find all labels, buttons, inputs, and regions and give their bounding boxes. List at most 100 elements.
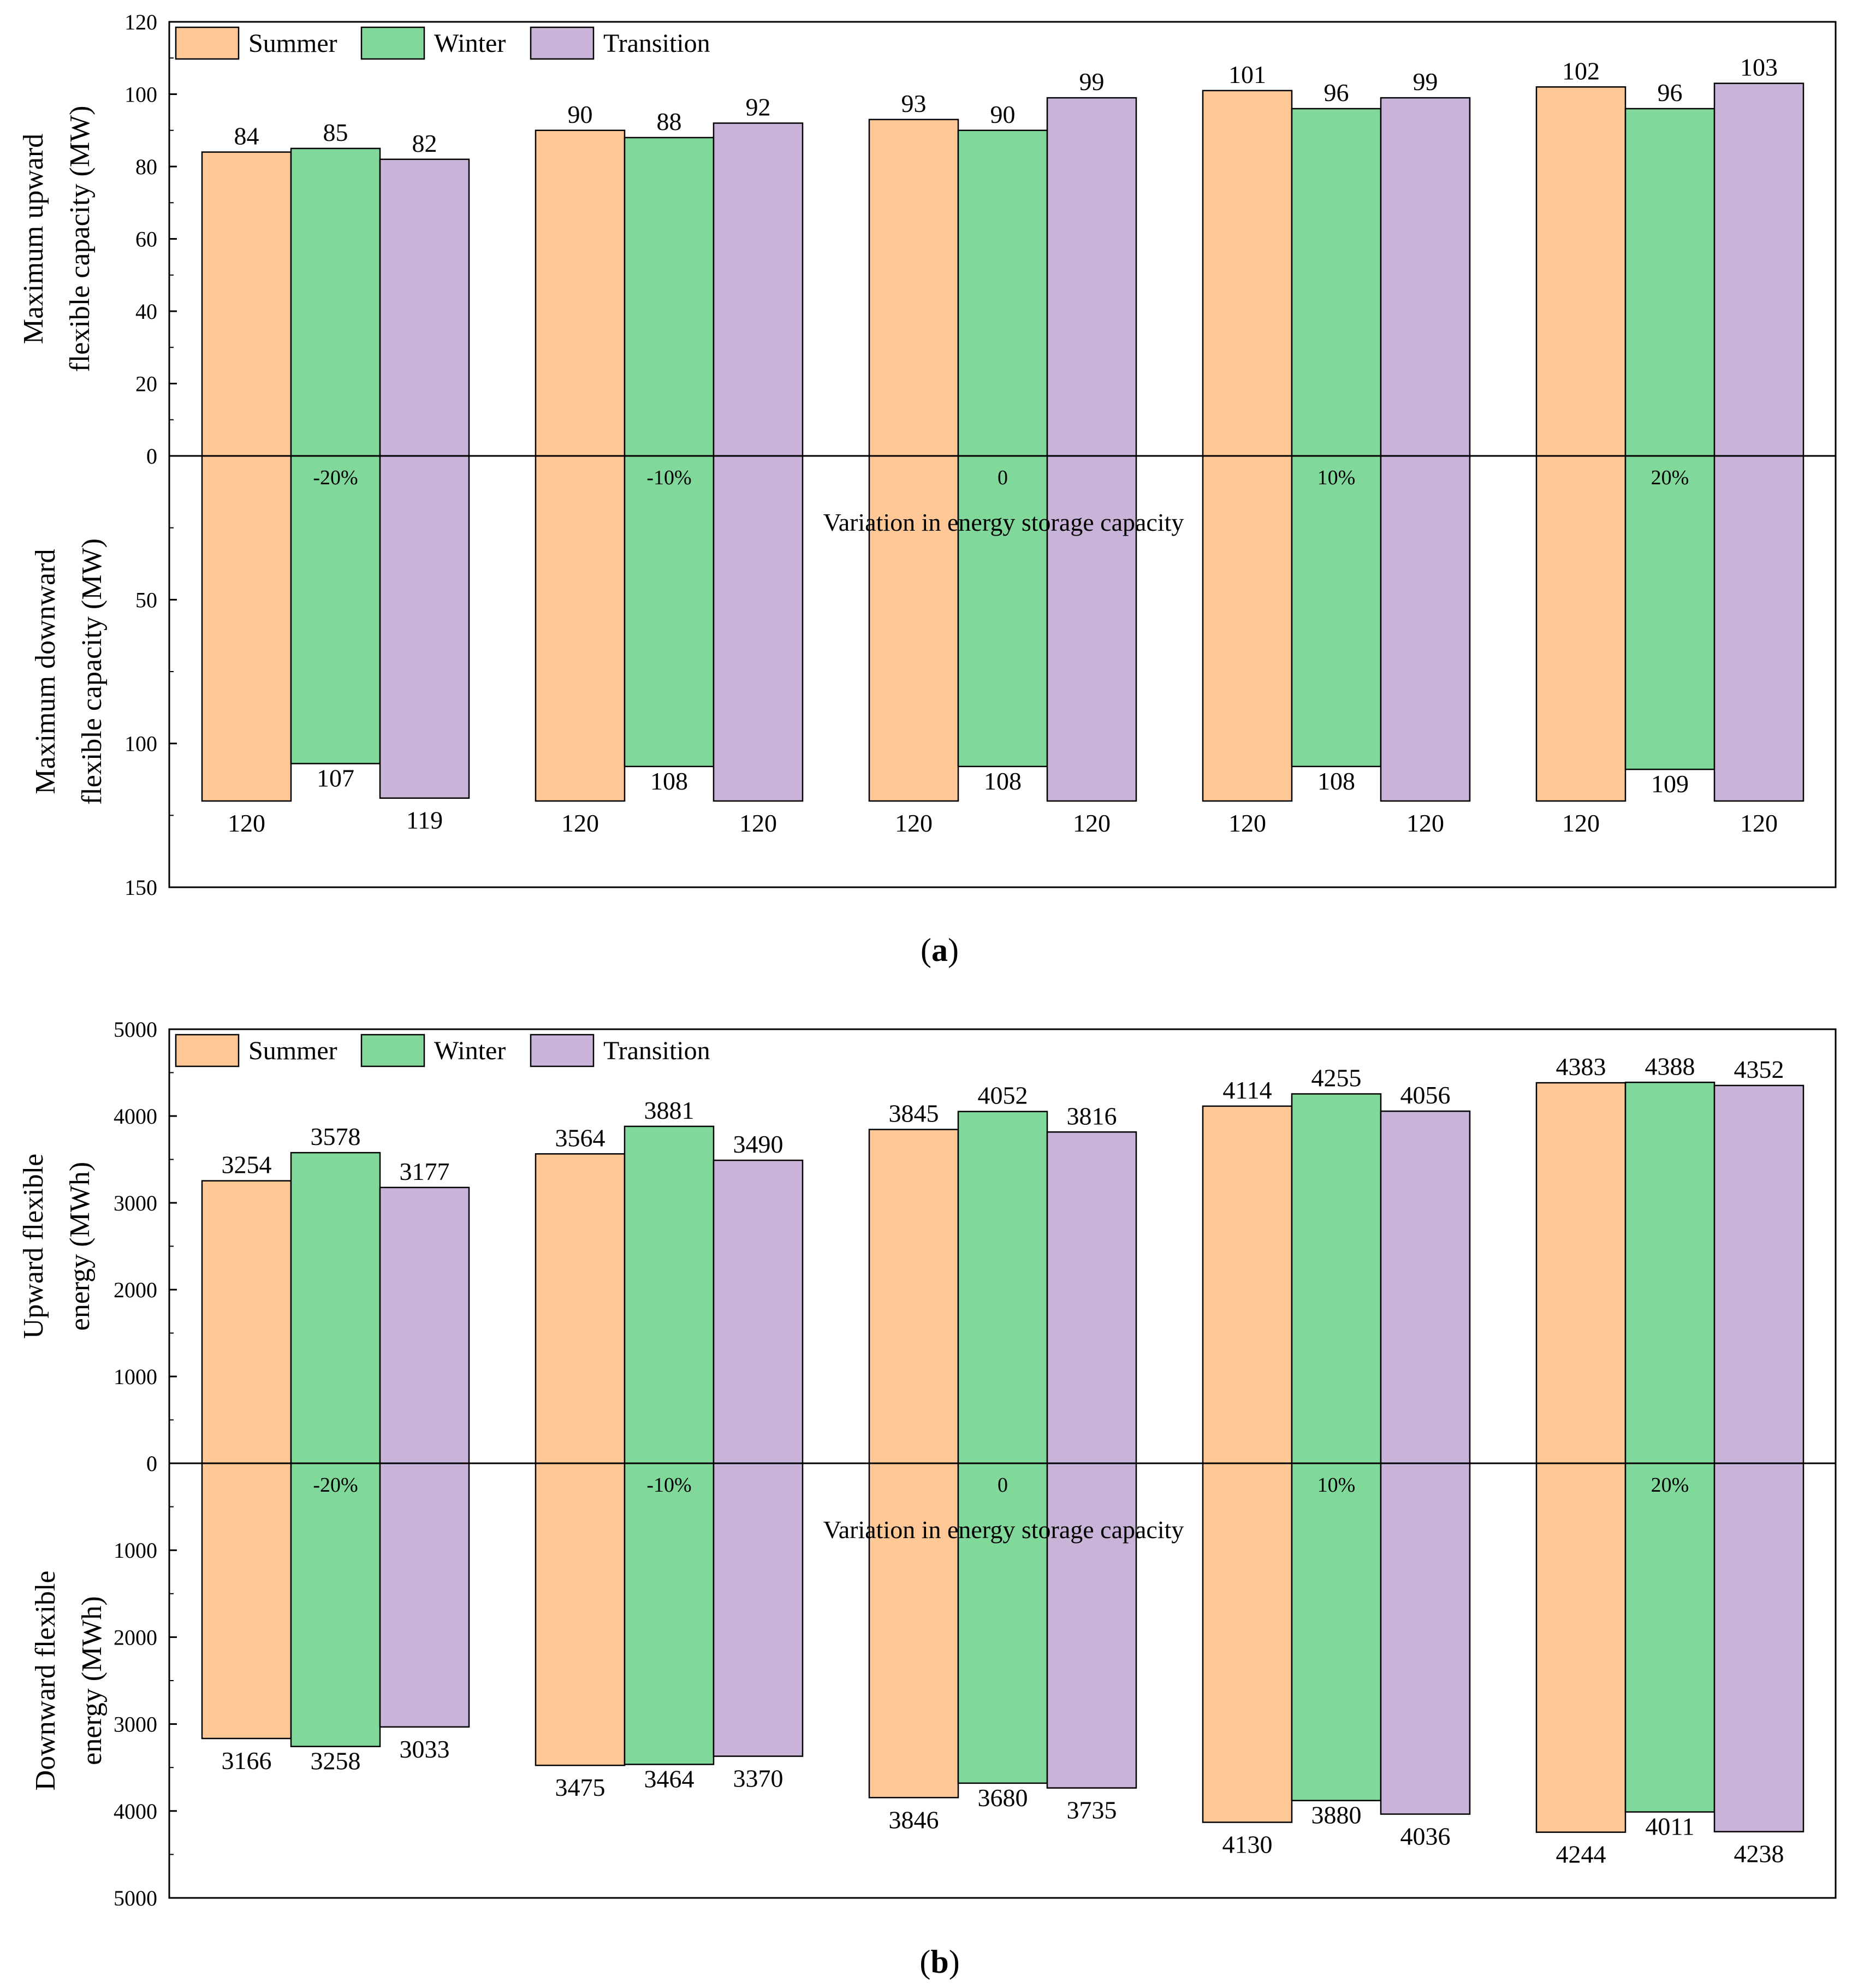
bar-value-label: 108: [650, 767, 688, 795]
bar-up-summer: [1535, 86, 1627, 457]
bar-down-winter: [1291, 1462, 1382, 1801]
bar-down-summer: [868, 455, 959, 802]
bar-value-label: 4388: [1645, 1052, 1695, 1080]
bar-value-label: 88: [657, 108, 682, 135]
bar-down-winter: [1624, 1462, 1716, 1813]
bar-value-label: 4352: [1734, 1055, 1784, 1083]
y-tick-label: 0: [146, 1451, 157, 1476]
bar-value-label: 109: [1651, 770, 1689, 798]
bar-down-winter: [957, 1462, 1048, 1784]
bar-down-transition: [1380, 1462, 1471, 1815]
bar-value-label: 3880: [1311, 1801, 1362, 1829]
bar-value-label: 3475: [555, 1773, 606, 1801]
bar-down-winter: [1291, 455, 1382, 768]
bar-down-summer: [535, 1462, 626, 1766]
y-tick-label: 100: [124, 732, 157, 756]
bar-value-label: 4238: [1734, 1840, 1784, 1868]
bar-value-label: 96: [1324, 79, 1349, 106]
bar-down-winter: [1624, 455, 1716, 770]
y-tick-label: 100: [124, 82, 157, 107]
bar-value-label: 99: [1413, 68, 1438, 96]
bar-value-label: 103: [1740, 54, 1778, 81]
bar-down-transition: [1380, 455, 1471, 802]
bar-down-summer: [1202, 1462, 1293, 1823]
bar-down-transition: [713, 455, 804, 802]
bar-down-transition: [379, 455, 470, 799]
bar-up-summer: [1202, 90, 1293, 457]
category-tick-label: 0: [998, 466, 1008, 489]
category-tick-label: 0: [998, 1474, 1008, 1497]
bar-value-label: 4052: [978, 1082, 1028, 1109]
bar-value-label: 120: [1562, 809, 1600, 837]
bar-value-label: 99: [1079, 68, 1105, 96]
legend-label: Winter: [434, 1036, 506, 1065]
legend-swatch-winter: [360, 1034, 425, 1067]
bar-value-label: 3564: [555, 1124, 606, 1152]
bar-down-summer: [868, 1462, 959, 1799]
bar-value-label: 84: [234, 122, 259, 150]
bar-up-winter: [1624, 1082, 1716, 1464]
bar-value-label: 3258: [311, 1747, 361, 1775]
panel-caption: (b): [919, 1944, 959, 1980]
bar-up-summer: [535, 129, 626, 457]
bar-down-summer: [1535, 455, 1627, 802]
y-tick-label: 2000: [114, 1278, 157, 1302]
bar-up-winter: [624, 137, 715, 457]
y-tick-label: 0: [146, 1451, 157, 1476]
bar-down-winter: [624, 1462, 715, 1765]
bar-value-label: 120: [739, 809, 777, 837]
y-tick-label: 5000: [114, 1017, 157, 1042]
bar-up-winter: [957, 1111, 1048, 1464]
bar-down-summer: [1202, 455, 1293, 802]
y-tick-label: 150: [124, 875, 157, 900]
panel-caption: (a): [921, 932, 959, 968]
y-tick-label: 60: [135, 227, 157, 252]
bar-down-summer: [201, 1462, 292, 1740]
legend-label: Summer: [248, 1036, 337, 1065]
bar-value-label: 120: [1073, 809, 1111, 837]
bar-up-transition: [1713, 82, 1804, 457]
legend-label: Summer: [248, 29, 337, 58]
bar-value-label: 120: [1740, 809, 1778, 837]
bar-up-winter: [1291, 108, 1382, 457]
category-tick-label: 20%: [1651, 466, 1689, 489]
y-tick-label: 0: [146, 444, 157, 468]
bar-value-label: 90: [568, 100, 593, 128]
bar-down-summer: [1535, 1462, 1627, 1833]
bar-value-label: 82: [412, 129, 437, 157]
y-tick-label: 2000: [114, 1625, 157, 1649]
category-tick-label: -10%: [646, 1474, 691, 1497]
bar-down-transition: [1046, 455, 1137, 802]
y-tick-label: 1000: [114, 1364, 157, 1389]
bar-up-summer: [1535, 1082, 1627, 1464]
category-tick-label: -10%: [646, 466, 691, 489]
bar-value-label: 4056: [1400, 1081, 1451, 1109]
category-tick-label: -20%: [313, 466, 358, 489]
bar-value-label: 101: [1228, 61, 1266, 88]
x-axis-title: Variation in energy storage capacity: [823, 1516, 1184, 1544]
y-tick-label: 4000: [114, 1104, 157, 1129]
y-tick-label: 20: [135, 372, 157, 396]
bar-value-label: 3166: [222, 1747, 272, 1775]
legend-swatch-transition: [530, 26, 595, 60]
bar-down-transition: [379, 1462, 470, 1728]
bar-value-label: 3846: [889, 1806, 939, 1833]
bar-down-winter: [290, 455, 381, 764]
bar-value-label: 120: [561, 809, 599, 837]
bar-value-label: 102: [1562, 57, 1600, 85]
bar-up-winter: [624, 1125, 715, 1464]
bar-up-transition: [713, 1159, 804, 1464]
plot-frame: [168, 21, 1837, 888]
bar-down-winter: [290, 1462, 381, 1747]
bar-down-transition: [1046, 1462, 1137, 1789]
bar-up-transition: [1380, 1110, 1471, 1464]
bar-value-label: 120: [1228, 809, 1266, 837]
bar-up-transition: [1046, 1131, 1137, 1464]
bar-value-label: 3370: [733, 1765, 783, 1793]
bar-value-label: 3254: [222, 1151, 272, 1179]
y-tick-label: 50: [135, 588, 157, 612]
bar-up-summer: [1202, 1105, 1293, 1464]
bar-up-winter: [290, 147, 381, 457]
y-tick-label: 5000: [114, 1886, 157, 1910]
